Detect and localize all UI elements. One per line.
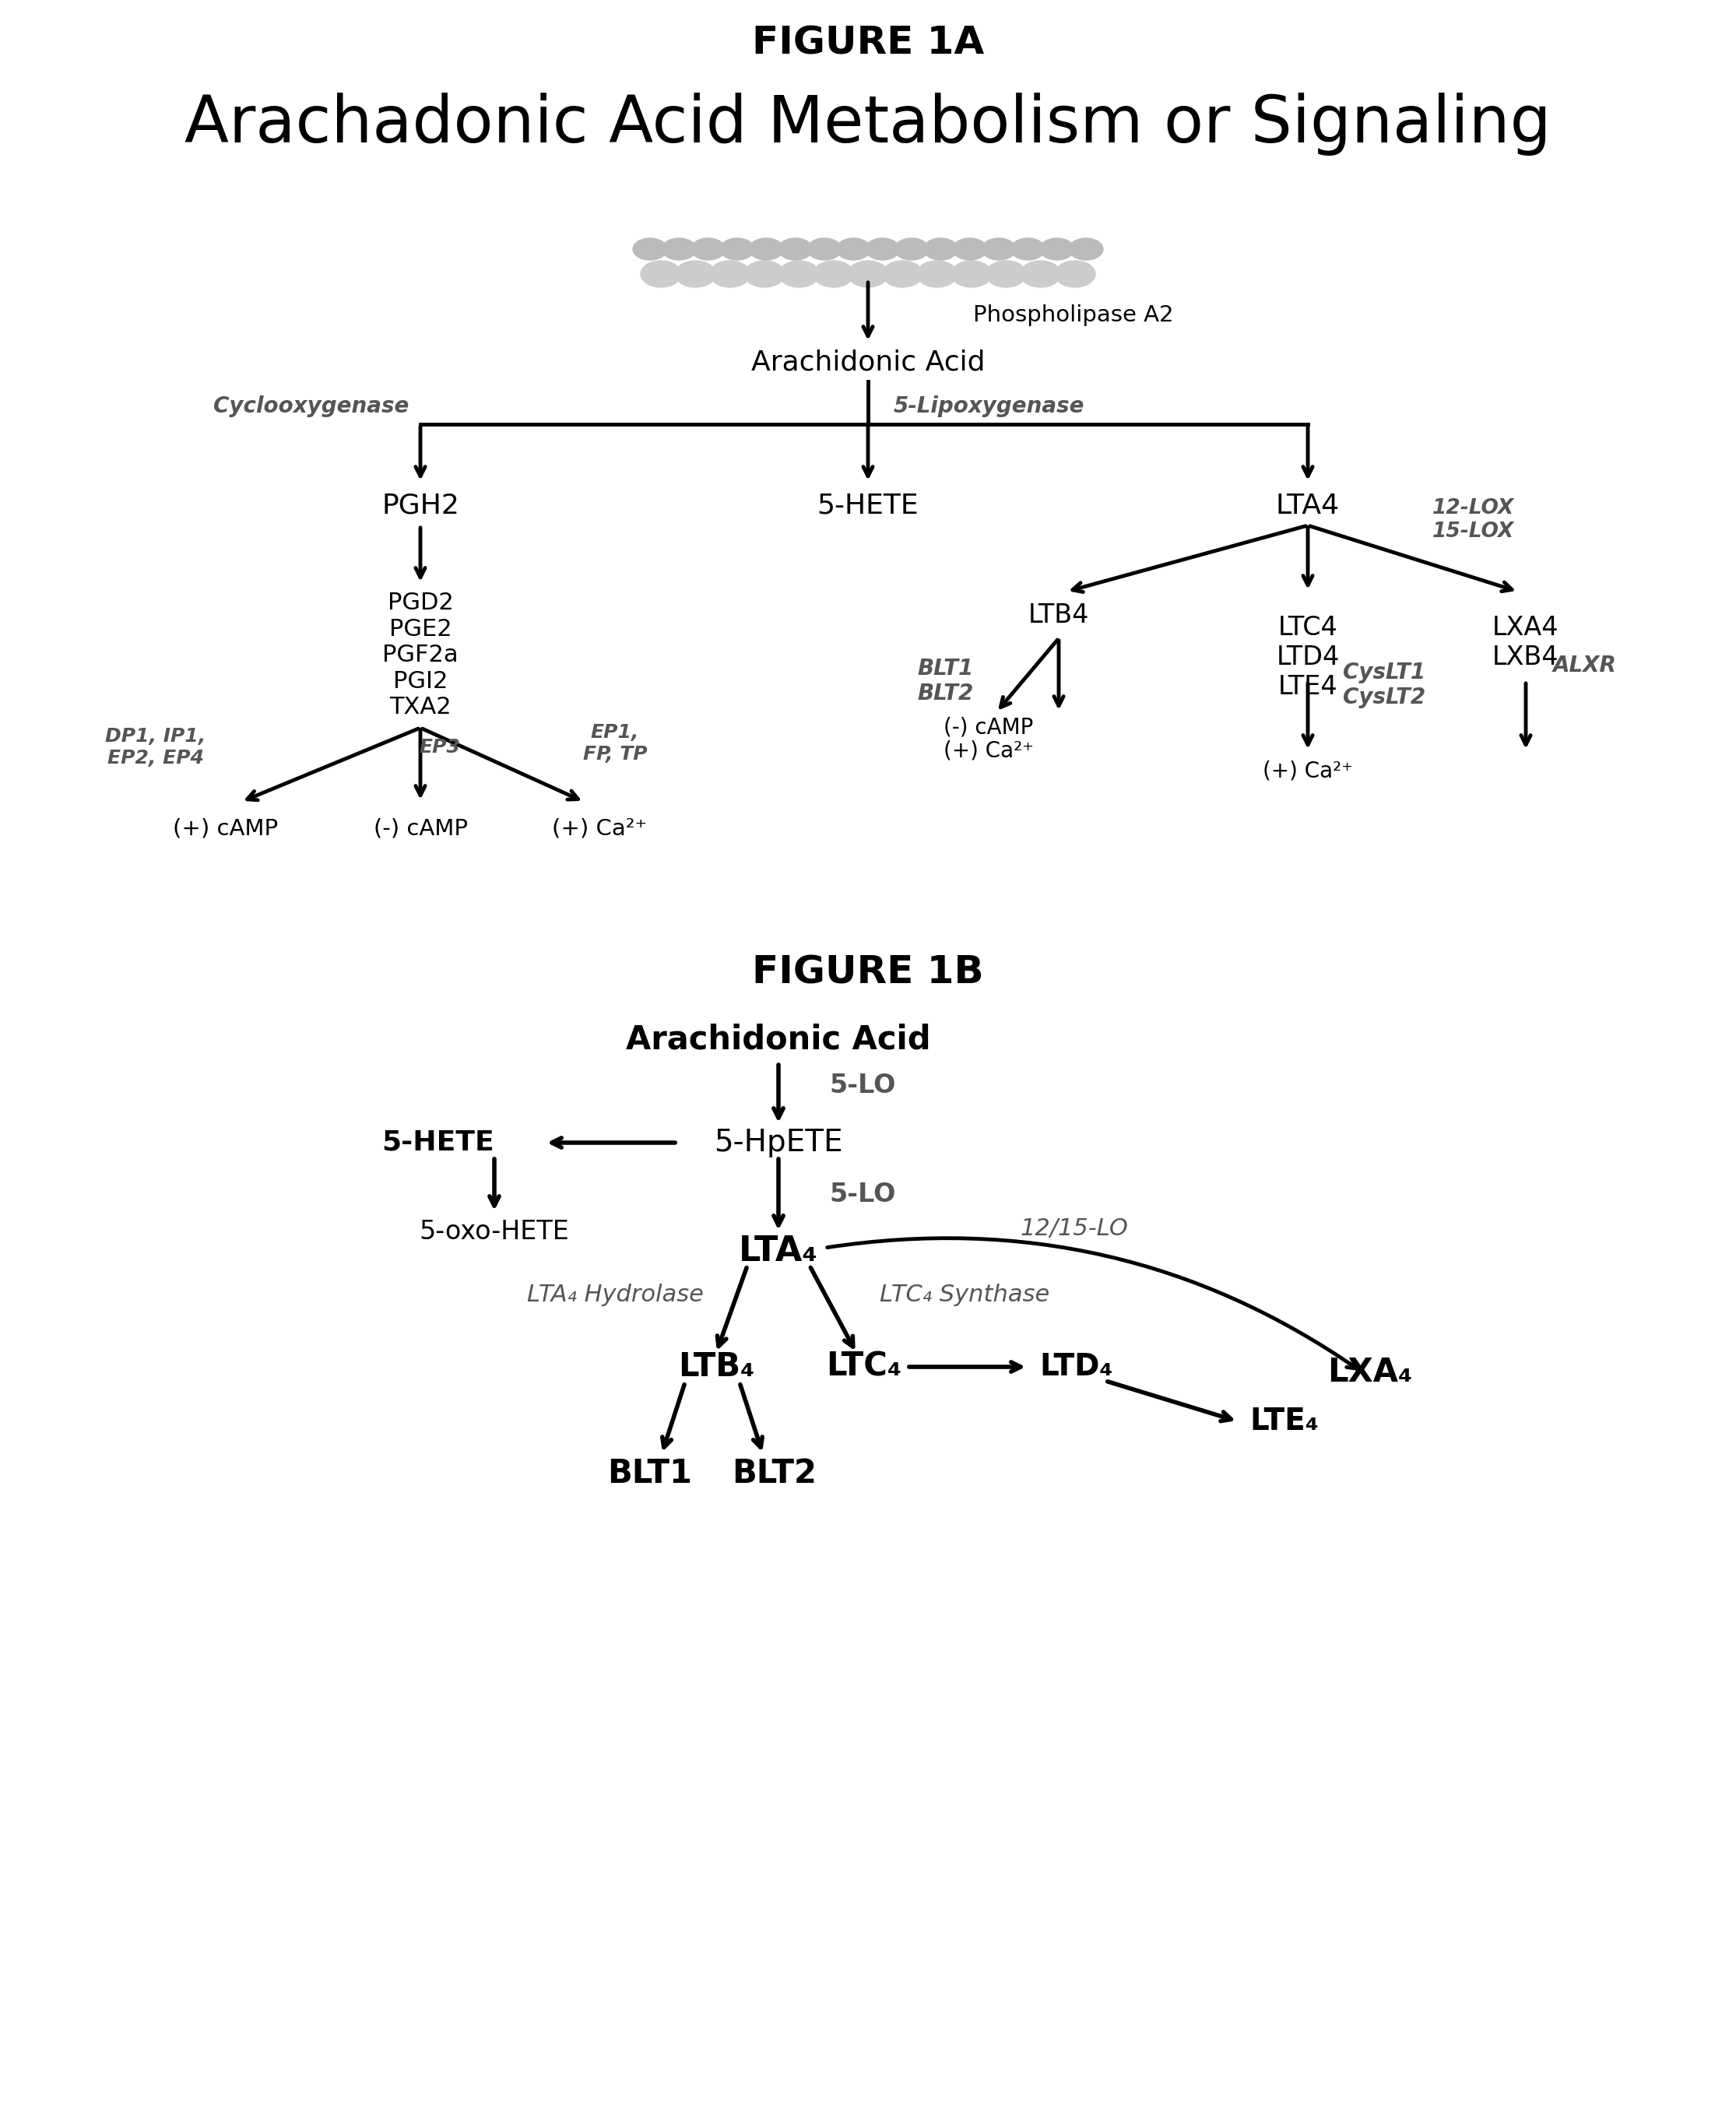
Text: BLT2: BLT2 (733, 1457, 818, 1490)
Text: 5-Lipoxygenase: 5-Lipoxygenase (892, 395, 1085, 418)
Text: LTD₄: LTD₄ (1040, 1351, 1113, 1381)
Text: LTC₄ Synthase: LTC₄ Synthase (880, 1283, 1050, 1307)
Ellipse shape (720, 239, 755, 260)
Ellipse shape (641, 262, 681, 287)
Text: 5-oxo-HETE: 5-oxo-HETE (420, 1220, 569, 1245)
Ellipse shape (866, 239, 899, 260)
Ellipse shape (1055, 262, 1095, 287)
Text: Arachidonic Acid: Arachidonic Acid (752, 348, 984, 376)
Ellipse shape (675, 262, 715, 287)
Text: LTA₄: LTA₄ (740, 1235, 818, 1269)
Ellipse shape (750, 239, 783, 260)
Ellipse shape (1010, 239, 1045, 260)
Text: PGH2: PGH2 (382, 492, 460, 519)
Text: (+) Ca²⁺: (+) Ca²⁺ (552, 819, 648, 840)
Text: FIGURE 1A: FIGURE 1A (752, 23, 984, 61)
Text: PGD2
PGE2
PGF2a
PGI2
TXA2: PGD2 PGE2 PGF2a PGI2 TXA2 (382, 591, 458, 718)
Text: LTB₄: LTB₄ (679, 1351, 755, 1383)
Text: LTA₄ Hydrolase: LTA₄ Hydrolase (526, 1283, 703, 1307)
Text: Cyclooxygenase: Cyclooxygenase (214, 395, 410, 418)
Text: 5-LO: 5-LO (830, 1072, 896, 1098)
Ellipse shape (807, 239, 842, 260)
Text: LTC₄: LTC₄ (826, 1351, 903, 1383)
Ellipse shape (710, 262, 750, 287)
Ellipse shape (894, 239, 929, 260)
Ellipse shape (1021, 262, 1061, 287)
Text: LTA4: LTA4 (1276, 492, 1340, 519)
Text: BLT1
BLT2: BLT1 BLT2 (918, 659, 974, 705)
Text: 5-LO: 5-LO (830, 1182, 896, 1207)
Ellipse shape (778, 239, 812, 260)
Ellipse shape (745, 262, 785, 287)
Text: (-) cAMP: (-) cAMP (944, 718, 1033, 739)
Ellipse shape (847, 262, 889, 287)
Ellipse shape (882, 262, 924, 287)
Ellipse shape (951, 262, 991, 287)
Text: Phospholipase A2: Phospholipase A2 (974, 304, 1174, 325)
Ellipse shape (837, 239, 870, 260)
Text: (+) Ca²⁺: (+) Ca²⁺ (944, 741, 1033, 762)
Text: LXA₄: LXA₄ (1328, 1355, 1413, 1389)
Ellipse shape (1040, 239, 1075, 260)
Ellipse shape (634, 239, 667, 260)
Text: DP1, IP1,
EP2, EP4: DP1, IP1, EP2, EP4 (106, 726, 207, 768)
Text: 12-LOX
15-LOX: 12-LOX 15-LOX (1432, 498, 1514, 543)
Ellipse shape (924, 239, 958, 260)
Text: LXA4
LXB4: LXA4 LXB4 (1493, 614, 1559, 671)
Text: EP3: EP3 (420, 739, 460, 756)
Ellipse shape (917, 262, 957, 287)
Text: Arachadonic Acid Metabolism or Signaling: Arachadonic Acid Metabolism or Signaling (184, 93, 1552, 156)
Ellipse shape (812, 262, 854, 287)
Text: 5-HETE: 5-HETE (818, 492, 918, 519)
Text: LTB4: LTB4 (1028, 602, 1088, 627)
Ellipse shape (779, 262, 819, 287)
Text: Arachidonic Acid: Arachidonic Acid (627, 1024, 930, 1056)
Text: LTC4
LTD4
LTE4: LTC4 LTD4 LTE4 (1276, 614, 1340, 701)
Text: BLT1: BLT1 (608, 1457, 693, 1490)
Text: LTE₄: LTE₄ (1250, 1406, 1319, 1435)
Text: (+) cAMP: (+) cAMP (174, 819, 278, 840)
Text: EP1,
FP, TP: EP1, FP, TP (583, 724, 648, 764)
Ellipse shape (953, 239, 986, 260)
Ellipse shape (691, 239, 726, 260)
Text: FIGURE 1B: FIGURE 1B (752, 954, 984, 992)
Ellipse shape (986, 262, 1026, 287)
Text: 12/15-LO: 12/15-LO (1021, 1218, 1128, 1239)
Text: (-) cAMP: (-) cAMP (373, 819, 467, 840)
Ellipse shape (981, 239, 1016, 260)
Ellipse shape (1069, 239, 1102, 260)
Text: 5-HETE: 5-HETE (382, 1129, 495, 1157)
Text: ALXR: ALXR (1554, 654, 1616, 676)
Text: (+) Ca²⁺: (+) Ca²⁺ (1262, 760, 1352, 781)
Text: CysLT1
CysLT2: CysLT1 CysLT2 (1344, 661, 1425, 709)
Text: 5-HpETE: 5-HpETE (713, 1127, 844, 1157)
Ellipse shape (661, 239, 696, 260)
